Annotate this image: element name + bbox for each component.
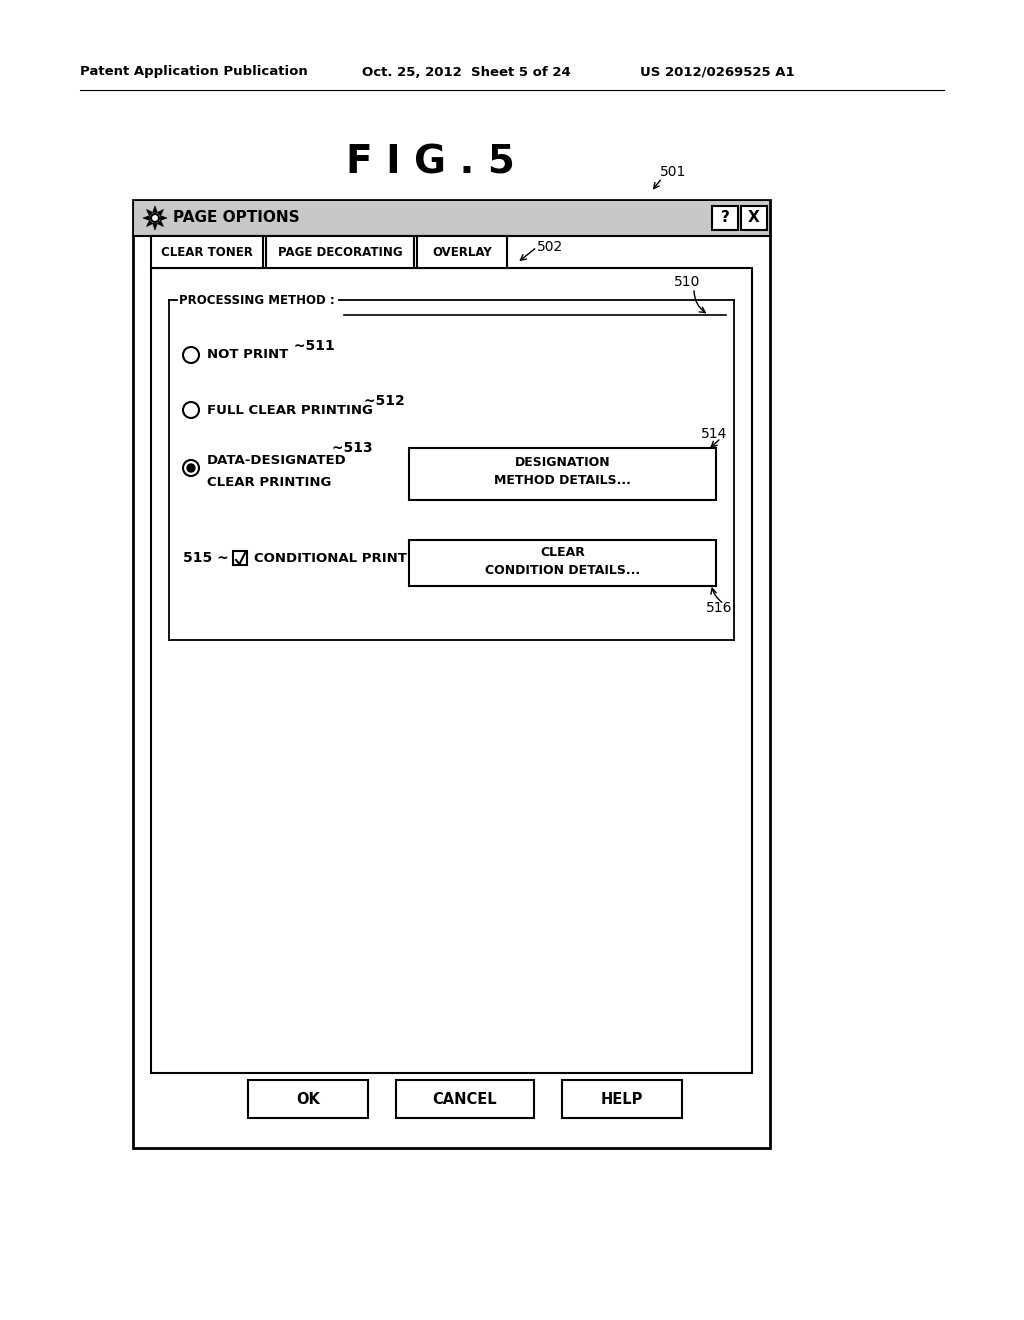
Bar bbox=[417, 236, 507, 268]
Polygon shape bbox=[153, 206, 158, 213]
Text: ~512: ~512 bbox=[359, 393, 404, 408]
Bar bbox=[741, 206, 767, 230]
Text: 501: 501 bbox=[660, 165, 686, 180]
Text: 516: 516 bbox=[706, 601, 732, 615]
Text: PROCESSING METHOD :: PROCESSING METHOD : bbox=[179, 293, 335, 306]
Bar bbox=[409, 540, 716, 586]
Text: 502: 502 bbox=[537, 240, 563, 253]
Polygon shape bbox=[146, 220, 153, 227]
Text: CANCEL: CANCEL bbox=[433, 1092, 498, 1106]
Polygon shape bbox=[153, 223, 158, 230]
Text: CLEAR TONER: CLEAR TONER bbox=[161, 246, 253, 259]
Polygon shape bbox=[161, 215, 167, 220]
Text: ?: ? bbox=[721, 210, 729, 226]
Text: US 2012/0269525 A1: US 2012/0269525 A1 bbox=[640, 66, 795, 78]
Polygon shape bbox=[158, 210, 164, 215]
Circle shape bbox=[183, 403, 199, 418]
Text: CLEAR PRINTING: CLEAR PRINTING bbox=[207, 475, 332, 488]
Polygon shape bbox=[143, 215, 150, 220]
Text: Patent Application Publication: Patent Application Publication bbox=[80, 66, 308, 78]
Text: X: X bbox=[749, 210, 760, 226]
Text: 510: 510 bbox=[674, 275, 700, 289]
Bar bbox=[233, 550, 247, 565]
Polygon shape bbox=[146, 210, 153, 215]
Text: HELP: HELP bbox=[601, 1092, 643, 1106]
Text: Oct. 25, 2012  Sheet 5 of 24: Oct. 25, 2012 Sheet 5 of 24 bbox=[362, 66, 570, 78]
Text: PAGE DECORATING: PAGE DECORATING bbox=[278, 246, 402, 259]
Text: 515 ~: 515 ~ bbox=[183, 550, 228, 565]
Polygon shape bbox=[158, 220, 164, 227]
Text: CLEAR: CLEAR bbox=[540, 545, 585, 558]
Text: CONDITION DETAILS...: CONDITION DETAILS... bbox=[485, 564, 640, 577]
Circle shape bbox=[151, 214, 159, 222]
Text: OK: OK bbox=[296, 1092, 319, 1106]
Text: 514: 514 bbox=[701, 426, 727, 441]
Text: ~513: ~513 bbox=[327, 441, 373, 455]
Text: FULL CLEAR PRINTING: FULL CLEAR PRINTING bbox=[207, 404, 373, 417]
Bar bbox=[151, 268, 752, 1073]
Text: CONDITIONAL PRINTING: CONDITIONAL PRINTING bbox=[254, 552, 434, 565]
Bar bbox=[409, 447, 716, 500]
Bar bbox=[134, 201, 769, 235]
Text: DATA-DESIGNATED: DATA-DESIGNATED bbox=[207, 454, 347, 466]
Bar bbox=[151, 236, 263, 268]
Text: DESIGNATION: DESIGNATION bbox=[515, 455, 610, 469]
Bar bbox=[248, 1080, 368, 1118]
Bar bbox=[562, 1080, 682, 1118]
Bar bbox=[396, 1080, 534, 1118]
Circle shape bbox=[183, 347, 199, 363]
Text: ~511: ~511 bbox=[289, 339, 335, 352]
Text: PAGE OPTIONS: PAGE OPTIONS bbox=[173, 210, 300, 226]
Bar bbox=[266, 236, 414, 268]
Bar bbox=[712, 206, 738, 230]
Text: OVERLAY: OVERLAY bbox=[432, 246, 492, 259]
Circle shape bbox=[183, 459, 199, 477]
Text: F I G . 5: F I G . 5 bbox=[345, 143, 514, 181]
Bar bbox=[133, 201, 770, 1148]
Circle shape bbox=[187, 465, 195, 473]
Text: METHOD DETAILS...: METHOD DETAILS... bbox=[494, 474, 631, 487]
Text: NOT PRINT: NOT PRINT bbox=[207, 348, 288, 362]
